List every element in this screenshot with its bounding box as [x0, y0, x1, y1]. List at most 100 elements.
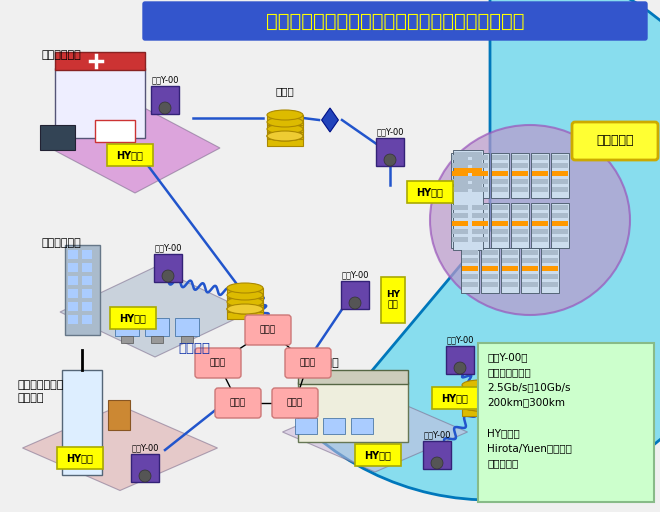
Ellipse shape [267, 131, 303, 141]
FancyBboxPatch shape [355, 444, 401, 466]
FancyBboxPatch shape [195, 348, 241, 378]
Polygon shape [321, 108, 339, 132]
Bar [267, 136, 303, 146]
Bar [453, 150, 483, 250]
Text: 医療センター: 医療センター [42, 50, 82, 60]
Bar [532, 179, 548, 183]
Bar [175, 318, 199, 336]
Bar [462, 392, 498, 402]
Bar [68, 315, 78, 324]
Bar [552, 162, 568, 167]
Bar [492, 221, 508, 225]
Bar [472, 155, 488, 160]
Bar [227, 288, 263, 298]
FancyBboxPatch shape [57, 447, 103, 469]
FancyBboxPatch shape [107, 144, 153, 166]
Bar [298, 370, 408, 384]
Polygon shape [50, 103, 220, 193]
Bar [108, 400, 130, 430]
Bar [492, 237, 508, 242]
Circle shape [384, 154, 396, 166]
Bar [62, 370, 102, 475]
Bar [298, 382, 408, 442]
Bar [82, 263, 92, 272]
Bar [482, 266, 498, 270]
Text: HY認証: HY認証 [442, 393, 469, 403]
Bar [145, 318, 169, 336]
Text: 防衛センター: 防衛センター [300, 358, 340, 368]
Bar [512, 186, 528, 191]
Bar [452, 186, 468, 191]
Bar [532, 186, 548, 191]
Bar [482, 282, 498, 287]
Bar [423, 441, 451, 469]
FancyBboxPatch shape [245, 315, 291, 345]
Ellipse shape [227, 304, 263, 314]
Bar [151, 86, 179, 114]
Ellipse shape [462, 387, 498, 397]
Text: 放送・携帯電話: 放送・携帯電話 [18, 380, 65, 390]
Bar [452, 212, 468, 218]
Bar [68, 250, 78, 259]
Bar [472, 162, 488, 167]
Bar [512, 179, 528, 183]
Bar [462, 249, 478, 254]
Bar [552, 237, 568, 242]
FancyBboxPatch shape [478, 343, 654, 502]
Ellipse shape [462, 401, 498, 411]
Bar [492, 170, 508, 176]
Bar [552, 179, 568, 183]
Bar [482, 258, 498, 263]
Bar [551, 153, 569, 198]
Text: 量子Y-00: 量子Y-00 [154, 243, 182, 252]
Bar [454, 176, 482, 181]
Bar [452, 170, 468, 176]
Bar [452, 228, 468, 233]
Bar [227, 302, 263, 312]
Bar [482, 249, 498, 254]
Bar [452, 179, 468, 183]
Bar [542, 258, 558, 263]
Bar [491, 203, 509, 247]
Bar [552, 170, 568, 176]
Bar [502, 282, 518, 287]
Ellipse shape [462, 380, 498, 390]
Bar [341, 281, 369, 309]
Bar [82, 276, 92, 285]
Bar [502, 266, 518, 270]
Text: 玉川大学：超セキュア・クラウド・プロジェクト: 玉川大学：超セキュア・クラウド・プロジェクト [266, 11, 524, 31]
Bar [471, 203, 489, 247]
Bar [521, 247, 539, 292]
FancyBboxPatch shape [381, 277, 405, 323]
Bar [452, 221, 468, 225]
Circle shape [431, 457, 443, 469]
Bar [40, 125, 75, 150]
Bar [512, 221, 528, 225]
Text: 光増幅: 光増幅 [276, 86, 294, 96]
Bar [82, 250, 92, 259]
Bar [542, 266, 558, 270]
Bar [472, 179, 488, 183]
Bar [492, 204, 508, 209]
Bar [492, 179, 508, 183]
Bar [452, 155, 468, 160]
Bar [552, 221, 568, 225]
Polygon shape [282, 392, 467, 472]
Bar [522, 266, 538, 270]
Circle shape [159, 102, 171, 114]
Bar [227, 309, 263, 319]
Bar [512, 204, 528, 209]
Bar [552, 155, 568, 160]
Bar [532, 204, 548, 209]
FancyBboxPatch shape [432, 387, 478, 409]
FancyBboxPatch shape [407, 181, 453, 203]
Bar [454, 168, 482, 173]
Bar [502, 273, 518, 279]
Bar [522, 282, 538, 287]
Bar [492, 186, 508, 191]
Text: ルータ: ルータ [230, 398, 246, 408]
FancyBboxPatch shape [572, 122, 658, 160]
Bar [68, 263, 78, 272]
Bar [68, 289, 78, 298]
Bar [55, 52, 145, 70]
